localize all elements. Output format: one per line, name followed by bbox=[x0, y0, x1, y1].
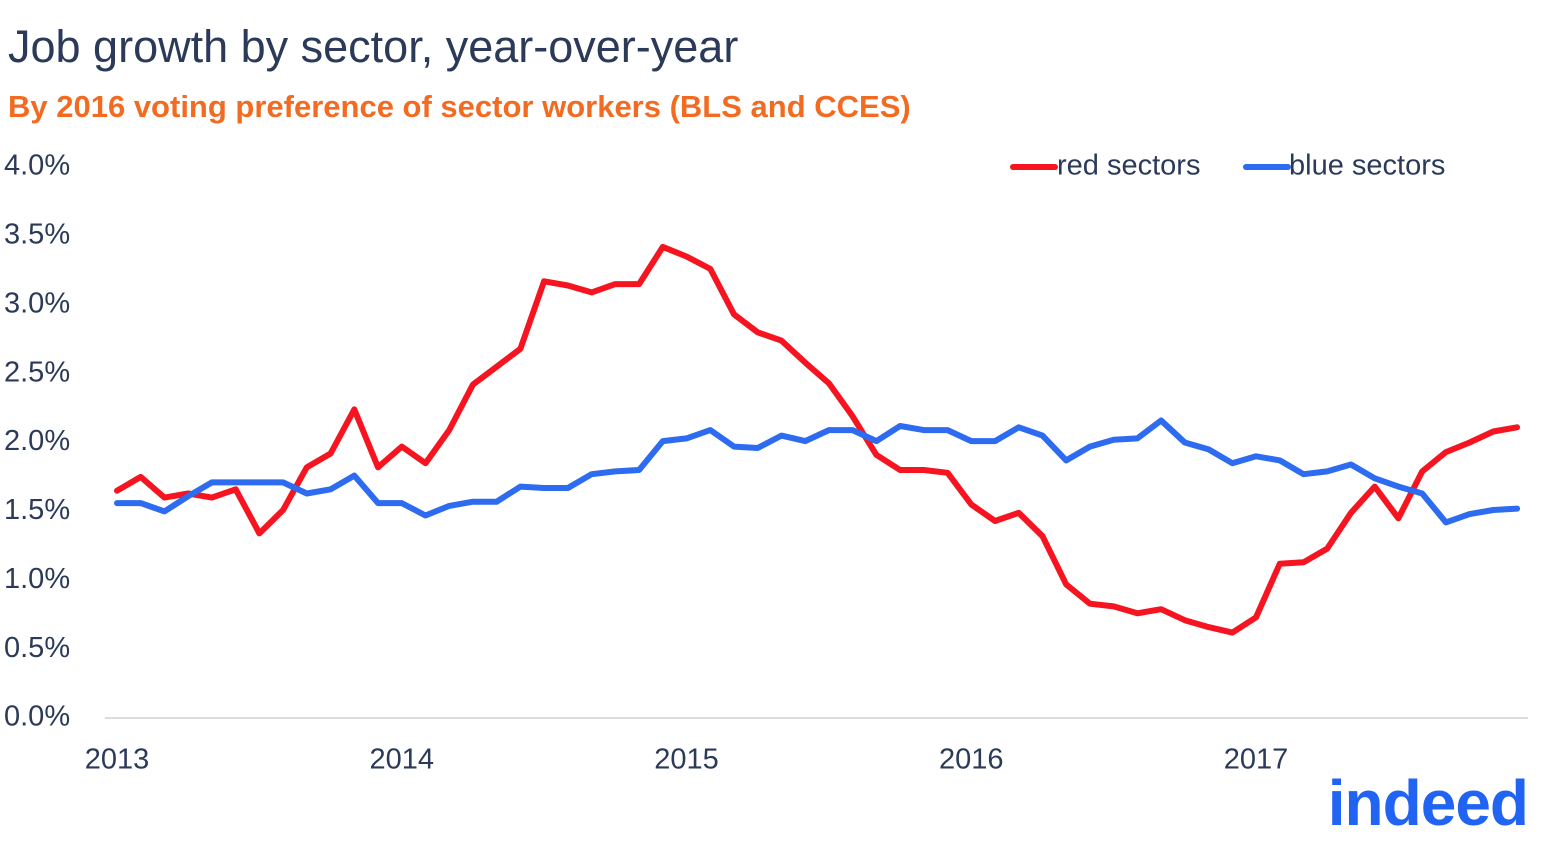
chart-title: Job growth by sector, year-over-year bbox=[8, 21, 738, 72]
y-tick-label: 1.5% bbox=[4, 494, 70, 526]
x-tick-label: 2017 bbox=[1224, 744, 1289, 776]
y-tick-label: 2.0% bbox=[4, 425, 70, 457]
chart-subtitle: By 2016 voting preference of sector work… bbox=[8, 89, 911, 124]
y-tick-label: 0.0% bbox=[4, 701, 70, 733]
x-tick-label: 2015 bbox=[654, 744, 719, 776]
series-line bbox=[114, 243, 1521, 636]
y-tick-label: 3.0% bbox=[4, 287, 70, 319]
series-line bbox=[114, 417, 1521, 526]
legend-label: blue sectors bbox=[1289, 150, 1445, 182]
legend-label: red sectors bbox=[1057, 150, 1200, 182]
y-tick-label: 0.5% bbox=[4, 632, 70, 664]
x-tick-label: 2013 bbox=[85, 744, 150, 776]
y-tick-label: 3.5% bbox=[4, 219, 70, 251]
y-tick-label: 2.5% bbox=[4, 356, 70, 388]
logo: indeed bbox=[1328, 767, 1528, 839]
y-tick-label: 1.0% bbox=[4, 563, 70, 595]
x-tick-label: 2014 bbox=[370, 744, 435, 776]
x-tick-label: 2016 bbox=[939, 744, 1004, 776]
y-tick-label: 4.0% bbox=[4, 150, 70, 182]
